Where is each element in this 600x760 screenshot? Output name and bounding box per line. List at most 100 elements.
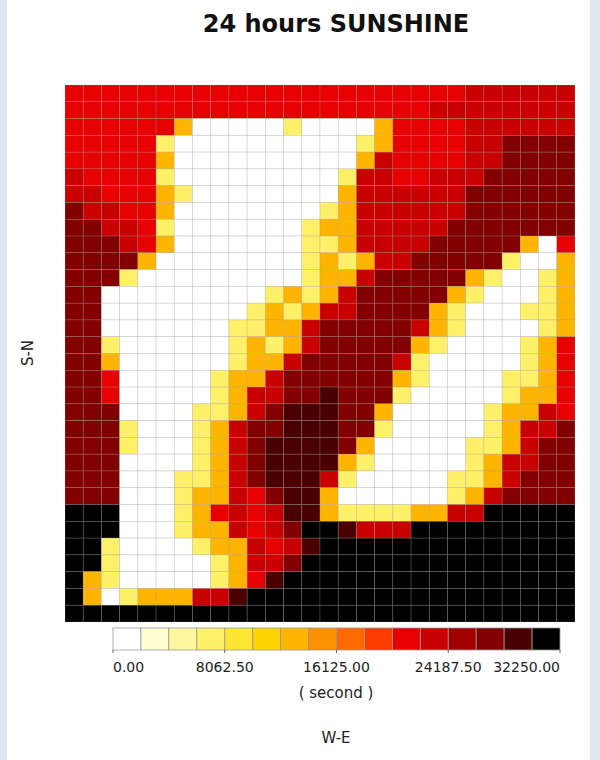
heatmap-cell	[101, 572, 119, 589]
heatmap-cell	[174, 488, 192, 505]
heatmap-cell	[65, 169, 83, 186]
heatmap-cell	[520, 404, 538, 421]
heatmap-cell	[429, 454, 447, 471]
colorbar-tick	[113, 650, 114, 653]
heatmap-cell	[138, 169, 156, 186]
heatmap-cell	[338, 152, 356, 169]
heatmap-cell	[375, 186, 393, 203]
heatmap-cell	[338, 404, 356, 421]
heatmap-cell	[193, 320, 211, 337]
heatmap-cell	[320, 471, 338, 488]
heatmap-cell	[393, 588, 411, 605]
heatmap-cell	[411, 102, 429, 119]
heatmap-cell	[302, 471, 320, 488]
heatmap-cell	[466, 102, 484, 119]
heatmap-cell	[302, 219, 320, 236]
heatmap-cell	[83, 102, 101, 119]
heatmap-cell	[284, 253, 302, 270]
heatmap-cell	[557, 337, 575, 354]
heatmap-cell	[338, 202, 356, 219]
heatmap-cell	[338, 454, 356, 471]
heatmap-cell	[520, 169, 538, 186]
heatmap-cell	[174, 85, 192, 102]
heatmap-cell	[120, 253, 138, 270]
heatmap-cell	[539, 320, 557, 337]
heatmap-cell	[466, 253, 484, 270]
heatmap-cell	[229, 488, 247, 505]
heatmap-cell	[484, 404, 502, 421]
heatmap-cell	[120, 219, 138, 236]
heatmap-cell	[338, 219, 356, 236]
y-axis-title: S-N	[19, 340, 37, 366]
heatmap-cell	[138, 219, 156, 236]
heatmap-cell	[120, 303, 138, 320]
heatmap-cell	[448, 102, 466, 119]
heatmap-cell	[302, 370, 320, 387]
heatmap-cell	[247, 186, 265, 203]
heatmap-cell	[265, 236, 283, 253]
heatmap-cell	[193, 555, 211, 572]
heatmap-cell	[484, 605, 502, 622]
heatmap-cell	[338, 488, 356, 505]
colorbar-tick-label: 24187.50	[415, 659, 482, 675]
heatmap-cell	[448, 605, 466, 622]
heatmap-cell	[193, 85, 211, 102]
heatmap-cell	[338, 102, 356, 119]
heatmap-cell	[101, 320, 119, 337]
colorbar-tick-label: 32250.00	[493, 659, 560, 675]
heatmap-cell	[502, 454, 520, 471]
heatmap-cell	[211, 337, 229, 354]
heatmap-cell	[375, 253, 393, 270]
heatmap-cell	[302, 135, 320, 152]
heatmap-cell	[83, 119, 101, 136]
heatmap-cell	[83, 505, 101, 522]
heatmap-cell	[211, 521, 229, 538]
heatmap-cell	[320, 270, 338, 287]
heatmap-cell	[83, 354, 101, 371]
heatmap-cell	[520, 421, 538, 438]
heatmap-cell	[211, 152, 229, 169]
heatmap-cell	[83, 186, 101, 203]
heatmap-cell	[174, 437, 192, 454]
heatmap-cell	[247, 471, 265, 488]
heatmap-cell	[174, 454, 192, 471]
heatmap-cell	[502, 387, 520, 404]
heatmap-cell	[484, 219, 502, 236]
heatmap-cell	[338, 421, 356, 438]
heatmap-cell	[539, 521, 557, 538]
heatmap-cell	[539, 119, 557, 136]
heatmap-cell	[557, 488, 575, 505]
heatmap-cell	[338, 588, 356, 605]
heatmap-cell	[557, 286, 575, 303]
heatmap-cell	[302, 85, 320, 102]
heatmap-cell	[247, 437, 265, 454]
heatmap-cell	[429, 169, 447, 186]
heatmap-cell	[557, 521, 575, 538]
heatmap-cell	[356, 152, 374, 169]
heatmap-cell	[484, 152, 502, 169]
heatmap-cell	[539, 572, 557, 589]
heatmap-cell	[484, 588, 502, 605]
heatmap-cell	[448, 253, 466, 270]
heatmap-cell	[83, 135, 101, 152]
heatmap-cell	[557, 320, 575, 337]
heatmap-cell	[484, 354, 502, 371]
heatmap-cell	[338, 119, 356, 136]
heatmap-cell	[466, 488, 484, 505]
heatmap-cell	[284, 236, 302, 253]
heatmap-cell	[83, 286, 101, 303]
heatmap-cell	[502, 572, 520, 589]
heatmap-cell	[138, 320, 156, 337]
heatmap-cell	[229, 387, 247, 404]
heatmap-cell	[356, 102, 374, 119]
heatmap-cell	[320, 505, 338, 522]
heatmap-cell	[484, 505, 502, 522]
heatmap-cell	[83, 320, 101, 337]
heatmap-cell	[429, 270, 447, 287]
heatmap-cell	[265, 286, 283, 303]
heatmap-cell	[174, 253, 192, 270]
heatmap-cell	[211, 270, 229, 287]
heatmap-cell	[393, 404, 411, 421]
heatmap-cell	[466, 354, 484, 371]
heatmap-cell	[229, 337, 247, 354]
